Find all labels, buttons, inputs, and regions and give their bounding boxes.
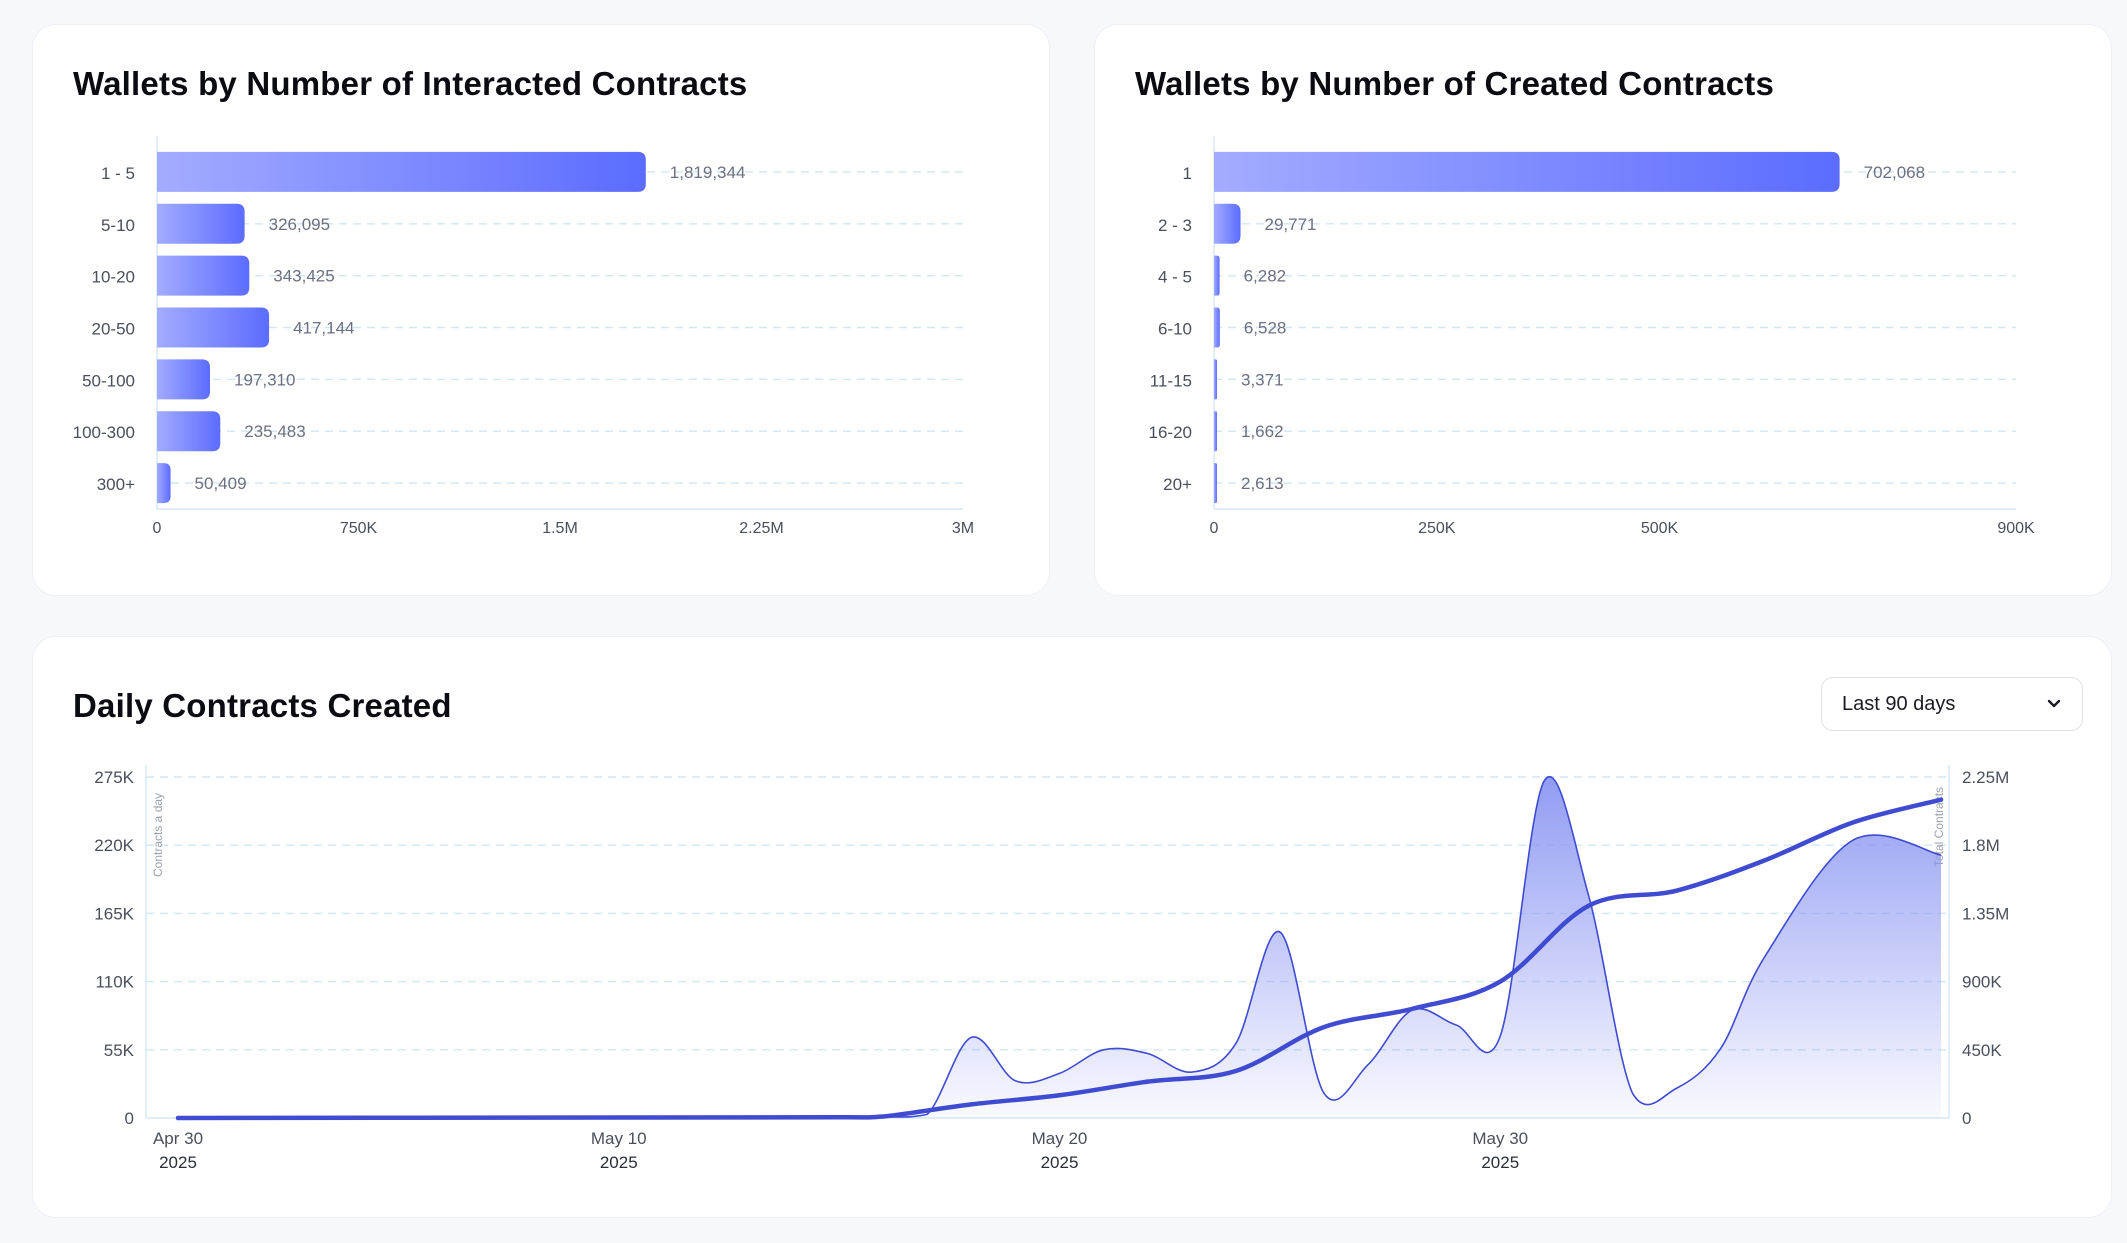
bar [157, 307, 270, 348]
x-tick-label: 900K [1997, 520, 2035, 537]
x-tick-year-label: 2025 [1041, 1153, 1079, 1172]
category-label: 16-20 [1149, 423, 1192, 442]
bar-value-label: 1,819,344 [670, 163, 746, 182]
y-axis-title: Contracts a day [151, 793, 165, 877]
created-chart-title: Wallets by Number of Created Contracts [1135, 65, 1774, 102]
category-label: 100-300 [73, 423, 135, 442]
bar [157, 411, 221, 452]
bar [157, 203, 245, 244]
y2-axis-title: Total Contracts [1932, 787, 1946, 867]
y2-tick-label: 900K [1962, 973, 2002, 992]
bar-value-label: 50,409 [195, 474, 247, 493]
created-contracts-card: Wallets by Number of Created Contracts 1… [1094, 24, 2112, 596]
x-tick-year-label: 2025 [159, 1153, 197, 1172]
x-tick-label: 0 [1210, 520, 1219, 537]
y2-tick-label: 0 [1962, 1109, 1971, 1128]
bar-value-label: 343,425 [273, 267, 334, 286]
category-label: 20+ [1163, 475, 1192, 494]
category-label: 2 - 3 [1158, 216, 1192, 235]
category-label: 4 - 5 [1158, 268, 1192, 287]
y-tick-label: 165K [94, 904, 134, 923]
category-label: 20-50 [92, 320, 135, 339]
range-selector-label: Last 90 days [1842, 692, 1956, 715]
y-tick-label: 110K [96, 973, 135, 992]
bar [157, 463, 171, 504]
bar-value-label: 6,282 [1244, 267, 1287, 286]
range-selector-dropdown[interactable]: Last 90 days [1821, 677, 2083, 731]
x-tick-label: 2.25M [739, 520, 783, 537]
bar-value-label: 6,528 [1244, 319, 1287, 338]
y-tick-label: 220K [94, 836, 134, 855]
bar-value-label: 326,095 [269, 215, 330, 234]
category-label: 50-100 [82, 371, 135, 390]
bar [1214, 307, 1220, 348]
bar-value-label: 1,662 [1241, 422, 1284, 441]
bar-value-label: 702,068 [1864, 163, 1925, 182]
category-label: 6-10 [1158, 320, 1192, 339]
x-tick-label: 3M [952, 520, 974, 537]
daily-area-chart: 0 55K 110K 165K 220K 275K 0 450K 900K 1.35M 1.8M 2.… [94, 765, 2009, 1172]
category-label: 300+ [97, 475, 135, 494]
daily-chart-title: Daily Contracts Created [73, 687, 452, 724]
category-label: 10-20 [92, 268, 135, 287]
bar [1214, 151, 1840, 192]
bar-value-label: 235,483 [244, 422, 305, 441]
daily-area-fill [178, 776, 1941, 1118]
bar-value-label: 197,310 [234, 370, 295, 389]
x-tick-label: May 30 [1472, 1129, 1528, 1148]
interacted-bar-chart: 1 - 5 1,819,344 5-10 326,095 10-20 343,425 20-… [73, 136, 974, 537]
x-tick-label: May 20 [1032, 1129, 1088, 1148]
created-bar-chart: 1 702,068 2 - 3 29,771 4 - 5 6,282 6-10 6,528 11… [1149, 136, 2035, 537]
x-tick-label: 0 [153, 520, 162, 537]
category-label: 11-15 [1150, 371, 1192, 390]
daily-area-line [178, 776, 1942, 1119]
x-tick-label: Apr 30 [153, 1129, 203, 1148]
x-tick-label: 500K [1641, 520, 1679, 537]
y2-tick-label: 1.8M [1962, 836, 2000, 855]
chevron-down-icon [2046, 696, 2062, 712]
x-tick-label: May 10 [591, 1129, 647, 1148]
y2-tick-label: 1.35M [1962, 904, 2009, 923]
y-tick-label: 0 [125, 1109, 134, 1128]
bar [157, 255, 250, 296]
category-label: 1 [1183, 164, 1192, 183]
y-tick-label: 55K [104, 1041, 135, 1060]
cumulative-line [175, 797, 1944, 1121]
y2-tick-label: 2.25M [1962, 768, 2009, 787]
bar [1214, 255, 1220, 296]
bar-value-label: 3,371 [1241, 370, 1284, 389]
x-tick-label: 750K [340, 520, 378, 537]
y2-tick-label: 450K [1962, 1041, 2002, 1060]
bar-value-label: 29,771 [1265, 215, 1317, 234]
bar [157, 151, 646, 192]
y-tick-label: 275K [94, 768, 134, 787]
category-label: 5-10 [101, 216, 135, 235]
bar [1214, 359, 1218, 400]
x-tick-year-label: 2025 [1481, 1153, 1519, 1172]
x-tick-year-label: 2025 [600, 1153, 638, 1172]
bar-value-label: 2,613 [1241, 474, 1284, 493]
daily-contracts-card: Daily Contracts Created Last 90 days 0 55… [32, 636, 2112, 1218]
bar [1214, 203, 1241, 244]
bar [1214, 411, 1217, 452]
interacted-contracts-card: Wallets by Number of Interacted Contract… [32, 24, 1050, 596]
category-label: 1 - 5 [101, 164, 135, 183]
interacted-chart-title: Wallets by Number of Interacted Contract… [73, 65, 748, 102]
x-tick-label: 1.5M [542, 520, 578, 537]
bar [1214, 463, 1217, 504]
bar-value-label: 417,144 [293, 319, 354, 338]
bar [157, 359, 211, 400]
x-tick-label: 250K [1418, 520, 1456, 537]
